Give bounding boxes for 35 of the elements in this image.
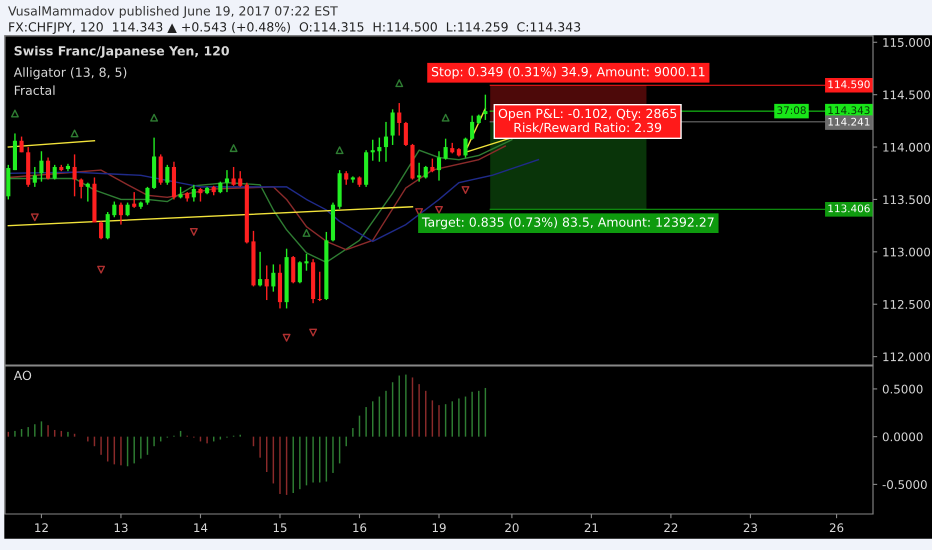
x-tick-label: 14 [194, 523, 208, 532]
annotation: Open P&L: -0.102, Qty: 2865 Risk/Reward Ratio: 2.39 [498, 108, 676, 134]
x-tick-label: 22 [664, 523, 678, 532]
ref-line-label: 114.343 [828, 106, 870, 114]
x-tick-label: 23 [744, 523, 757, 532]
ref-line-label: 114.241 [828, 118, 870, 126]
y-tick-label: 114.000 [883, 142, 930, 152]
x-tick-label: 12 [35, 523, 48, 532]
x-tick-label: 15 [274, 523, 286, 532]
x-tick-label: 20 [505, 523, 519, 532]
y-tick-label: 0.0000 [882, 432, 923, 442]
y-tick-label: 115.000 [883, 38, 930, 47]
y-tick-label: 113.000 [883, 248, 930, 256]
text: FX:CHFJPY, 120 114.343 ▲ +0.543 (+0.48%) O:114.315 H:114.500 L:114.259 C:114.343 [9, 22, 580, 34]
ref-line-label: 113.406 [828, 204, 870, 212]
annotation: Fractal [14, 85, 54, 96]
x-tick-label: 16 [353, 523, 366, 532]
band-label: Stop: 0.349 (0.31%) 34.9, Amount: 9000.11 [432, 66, 704, 79]
y-tick-label: 113.500 [883, 195, 930, 204]
annotation: Alligator (13, 8, 5) [14, 67, 126, 80]
x-tick-label: 26 [830, 523, 844, 532]
y-tick-label: 0.5000 [882, 384, 923, 394]
ref-line-label: 114.590 [828, 80, 870, 88]
y-tick-label: 114.500 [883, 90, 930, 100]
text: Swiss Franc/Japanese Yen, 120 [14, 46, 229, 58]
band-label: Target: 0.835 (0.73%) 83.5, Amount: 12392.27 [422, 217, 714, 230]
x-tick-label: 19 [432, 523, 446, 532]
y-tick-label: -0.5000 [882, 480, 927, 490]
annotation: 37:08 [777, 106, 806, 114]
y-tick-label: 112.500 [883, 300, 930, 309]
x-tick-label: 13 [114, 523, 128, 532]
x-tick-label: 21 [584, 523, 598, 532]
y-tick-label: 112.000 [883, 352, 930, 362]
text: VusalMammadov published June 19, 2017 07:22 EST [8, 6, 338, 18]
chart-title: AO [14, 370, 32, 380]
